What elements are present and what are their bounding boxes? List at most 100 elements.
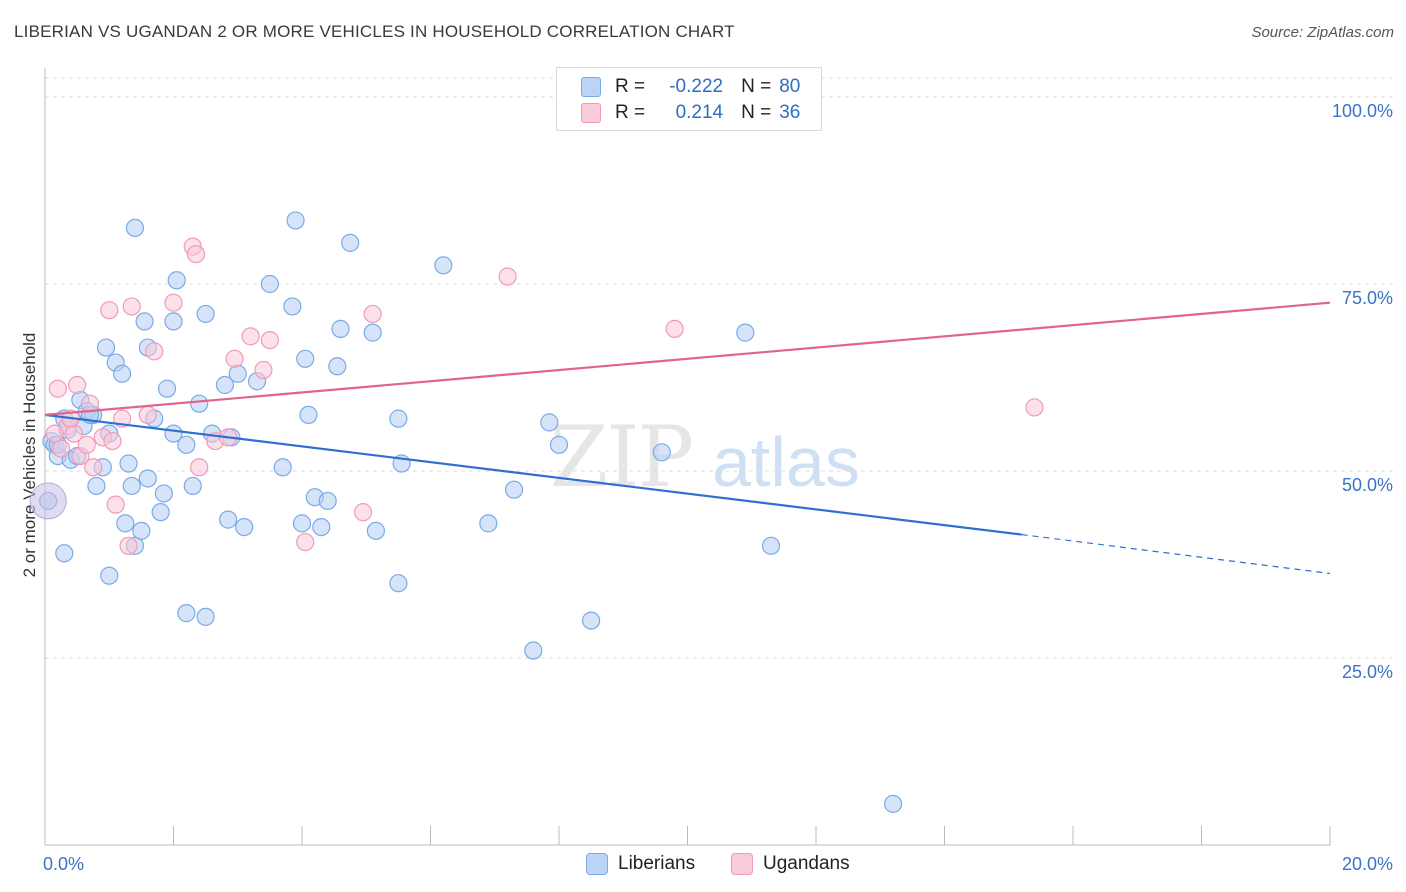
legend-n-label: N = (741, 102, 772, 123)
ugandans-point (363, 304, 382, 324)
y-tick-label: 50.0% (1342, 475, 1393, 495)
liberians-point-large (29, 482, 67, 520)
ugandans-point (100, 301, 119, 320)
liberians-point (389, 409, 408, 428)
y-tick-label: 75.0% (1342, 288, 1393, 308)
liberians-point (736, 323, 755, 342)
liberians-point (100, 566, 119, 585)
liberians-point (177, 435, 196, 454)
ugandans-point (106, 495, 125, 514)
ugandans-point (190, 458, 209, 477)
liberians-point (112, 364, 132, 383)
liberians-point (761, 536, 781, 555)
liberians-legend-label: Liberians (618, 853, 696, 874)
liberians-point (286, 211, 305, 230)
ugandans-trend-line (44, 301, 1331, 416)
liberians-point (312, 517, 331, 537)
axes (44, 68, 1331, 846)
liberians-point (190, 394, 209, 413)
liberians-point (363, 323, 382, 342)
liberians-point (331, 319, 350, 338)
liberians-point (215, 375, 234, 395)
liberians-point (366, 521, 385, 540)
ugandans-point (103, 431, 122, 451)
ugandans-points (45, 237, 1044, 555)
liberians-point (283, 297, 302, 316)
ugandans-point (77, 435, 96, 454)
liberians-swatch (581, 77, 601, 97)
liberians-point (196, 304, 215, 324)
liberians-point (157, 379, 177, 398)
liberians-point (273, 458, 292, 477)
liberians-point (299, 405, 318, 424)
legend-r-label: R = (615, 76, 646, 97)
bottom-legend-liberians: Liberians (586, 851, 695, 877)
x-tick-label: 20.0% (1342, 854, 1393, 874)
liberians-r-value: -0.222 (669, 76, 724, 97)
liberians-point (183, 476, 202, 496)
liberians-trend-line (44, 413, 1022, 536)
ugandans-point (260, 331, 279, 350)
liberians-point (122, 476, 141, 496)
liberians-n-value: 80 (779, 76, 801, 97)
liberians-point (55, 544, 74, 563)
ugandans-point (353, 503, 373, 522)
liberians-point (135, 312, 154, 331)
ugandans-swatch (581, 103, 601, 123)
liberians-point (883, 794, 903, 813)
ugandans-n-value: 36 (779, 102, 801, 123)
ugandans-point (119, 536, 138, 555)
legend-row-ugandans: R = 0.214 N = 36 (581, 100, 800, 126)
liberians-point (132, 521, 151, 540)
liberians-point (328, 357, 347, 376)
liberians-point (318, 491, 337, 511)
liberians-point (504, 480, 524, 499)
liberians-trend-extension (1021, 533, 1331, 575)
liberians-point (292, 514, 312, 533)
bottom-legend-ugandans: Ugandans (731, 851, 850, 877)
liberians-point (652, 443, 671, 462)
liberians-point (164, 312, 183, 331)
ugandans-point (84, 458, 103, 477)
liberians-point (151, 503, 170, 522)
tick-labels: 25.0% 50.0% 75.0% 100.0% 0.0% 20.0% (43, 101, 1393, 874)
liberians-point (219, 510, 238, 529)
liberians-point (125, 218, 145, 237)
ugandans-point (68, 375, 87, 395)
ugandans-point (164, 293, 183, 312)
watermark-atlas: atlas (712, 423, 860, 501)
ugandans-legend-label: Ugandans (763, 853, 850, 874)
liberians-point (138, 469, 157, 488)
ugandans-point (45, 424, 64, 443)
liberians-point (389, 574, 408, 593)
ugandans-legend-swatch (731, 853, 753, 875)
liberians-point (549, 435, 569, 454)
liberians-point (177, 604, 196, 623)
liberians-point (540, 413, 559, 432)
legend-n-label: N = (741, 76, 772, 97)
ugandans-point (145, 342, 164, 361)
y-tick-label: 100.0% (1332, 101, 1393, 121)
liberians-point (434, 256, 453, 275)
y-tick-label: 25.0% (1342, 662, 1393, 682)
liberians-point (524, 641, 543, 660)
ugandans-point (498, 267, 517, 286)
liberians-point (196, 607, 215, 626)
ugandans-point (1025, 398, 1044, 417)
liberians-point (96, 338, 116, 357)
chart-title: LIBERIAN VS UGANDAN 2 OR MORE VEHICLES I… (14, 22, 735, 41)
liberians-legend-swatch (586, 853, 608, 875)
watermark-zip: ZIP (550, 408, 694, 506)
ugandans-point (138, 405, 157, 424)
liberians-point (235, 517, 254, 537)
trend-lines (44, 301, 1331, 575)
grid-lines (45, 77, 1395, 659)
liberians-point (479, 514, 498, 533)
ugandans-point (241, 327, 260, 346)
liberians-point (228, 364, 247, 383)
liberians-point (167, 271, 186, 290)
liberians-point (154, 484, 173, 503)
ugandans-point (225, 349, 244, 368)
liberians-point (341, 233, 360, 252)
